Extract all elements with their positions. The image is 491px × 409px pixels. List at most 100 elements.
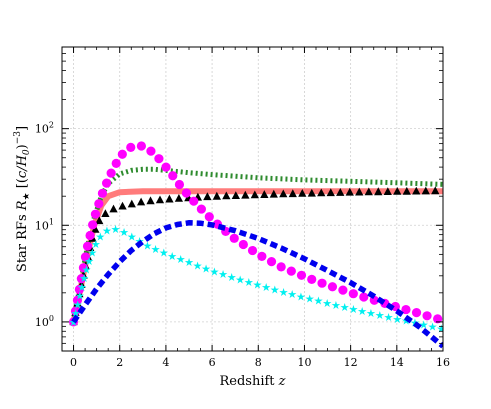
y-tick-label: 100 — [35, 314, 54, 329]
data-point — [257, 251, 267, 261]
data-point — [196, 204, 206, 214]
data-point — [181, 188, 191, 198]
x-tick-label: 14 — [390, 356, 404, 369]
data-point: ★ — [279, 286, 289, 299]
data-point — [231, 191, 240, 199]
data-point: ★ — [428, 321, 438, 334]
data-point: ★ — [151, 243, 161, 256]
data-point — [307, 274, 317, 284]
data-point: ★ — [119, 226, 129, 239]
data-point — [298, 189, 307, 197]
data-point: ★ — [392, 313, 402, 326]
data-point: ★ — [184, 256, 194, 269]
data-point — [70, 306, 81, 316]
data-point: ★ — [127, 230, 137, 243]
data-point — [97, 188, 108, 198]
y-tick-label: 101 — [35, 217, 54, 232]
data-point — [402, 186, 411, 195]
data-point — [433, 314, 443, 324]
data-point — [212, 191, 221, 200]
data-point: ★ — [111, 223, 121, 236]
x-axis-title: Redshift z — [219, 374, 285, 389]
data-point: ★ — [375, 309, 385, 322]
data-point: ★ — [75, 290, 85, 303]
data-point — [421, 186, 430, 195]
x-tick-label: 4 — [162, 356, 169, 369]
data-point: ★ — [95, 230, 105, 243]
y-axis-title: Star RFs R★ [(c/H0)−3] — [13, 126, 32, 272]
data-point — [411, 308, 422, 318]
data-point — [260, 190, 269, 198]
ticks: 0 2 4 6 8 10 12 14 16 100 101 102 — [35, 46, 450, 369]
data-point — [74, 284, 84, 295]
data-point — [88, 220, 98, 230]
plot-frame — [61, 46, 444, 352]
data-point: ★ — [340, 301, 350, 314]
data-point: ★ — [235, 274, 245, 287]
data-point: ★ — [366, 307, 376, 320]
data-point: ★ — [305, 293, 315, 306]
data-point — [203, 192, 212, 201]
data-point — [154, 154, 164, 164]
data-point — [422, 311, 432, 321]
data-point — [146, 146, 156, 156]
data-point — [137, 197, 146, 206]
data-point — [155, 195, 165, 204]
x-tick-label: 10 — [297, 356, 311, 369]
data-point — [374, 187, 383, 196]
data-point: ★ — [176, 253, 186, 266]
data-point — [189, 196, 199, 206]
series-5-dashed — [71, 220, 443, 349]
data-point — [85, 230, 95, 241]
data-point — [348, 289, 358, 299]
data-point: ★ — [84, 255, 94, 268]
y-tick-label: 102 — [35, 121, 54, 136]
data-point: ★ — [193, 259, 203, 272]
data-point — [288, 189, 297, 198]
x-tick-label: 2 — [116, 356, 123, 369]
data-point — [174, 179, 185, 190]
data-point — [336, 188, 345, 196]
data-point — [266, 257, 277, 267]
data-point — [126, 142, 136, 152]
data-point — [127, 199, 136, 208]
data-point — [111, 158, 121, 168]
data-point — [146, 196, 155, 205]
data-point — [431, 186, 440, 195]
data-point: ★ — [167, 250, 177, 263]
data-point: ★ — [201, 262, 211, 275]
data-point: ★ — [287, 288, 297, 301]
data-point — [80, 252, 91, 262]
data-point: ★ — [77, 281, 87, 294]
data-point — [222, 191, 231, 200]
data-point — [76, 274, 86, 284]
data-point — [118, 201, 127, 210]
data-point — [94, 199, 104, 209]
series-4-star-markers: ★★★★★★★★★★★★★★★★★★★★★★★★★★★★★★★★★★★★★★★★… — [69, 223, 446, 335]
data-point — [101, 178, 112, 188]
data-point — [296, 270, 307, 280]
data-point — [390, 301, 401, 312]
data-point — [317, 278, 327, 288]
data-point — [276, 262, 286, 272]
data-point: ★ — [436, 322, 446, 335]
data-point: ★ — [159, 247, 169, 260]
data-point — [91, 224, 100, 233]
data-point — [241, 190, 250, 199]
data-point: ★ — [401, 315, 411, 328]
data-point — [269, 189, 278, 198]
data-point — [279, 189, 288, 198]
x-tick-label: 8 — [255, 356, 262, 369]
data-point: ★ — [270, 283, 280, 296]
data-point — [238, 239, 248, 250]
data-point: ★ — [218, 268, 228, 281]
data-point: ★ — [419, 319, 429, 332]
data-point: ★ — [331, 299, 341, 312]
data-point: ★ — [227, 271, 237, 284]
data-point: ★ — [71, 307, 81, 320]
data-point — [393, 187, 402, 195]
series-line — [71, 220, 443, 349]
x-tick-label: 12 — [344, 356, 358, 369]
data-point — [364, 187, 373, 196]
data-point — [78, 263, 89, 273]
